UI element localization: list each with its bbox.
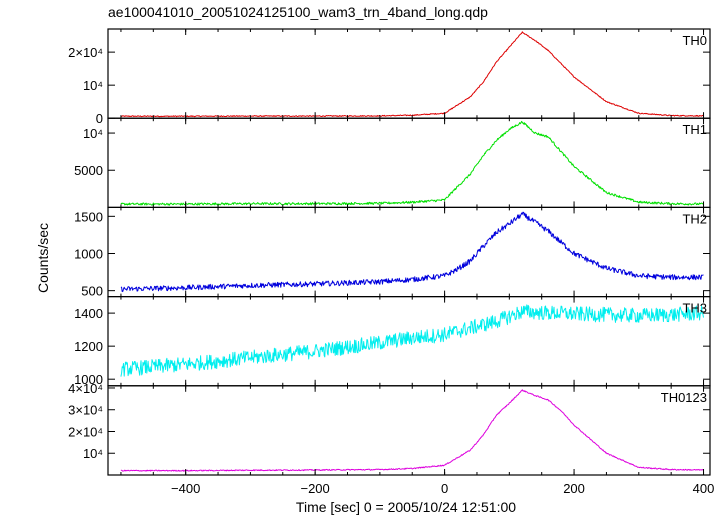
panel-frame — [107, 28, 711, 119]
y-tick-label: 10⁴ — [83, 78, 103, 93]
x-tick-label: −400 — [171, 481, 200, 496]
x-tick-label: 0 — [441, 481, 448, 496]
series-th3 — [120, 304, 704, 377]
x-tick-label: 400 — [693, 481, 715, 496]
x-axis-title: Time [sec] 0 = 2005/10/24 12:51:00 — [296, 499, 516, 515]
panel-th0123: 10⁴ 2×10⁴ 3×10⁴ 4×10⁴ TH0123 — [68, 381, 711, 476]
y-tick-label: 10⁴ — [83, 126, 103, 141]
panel-label: TH1 — [682, 122, 707, 137]
panel-th3: 1000 1200 1400 TH3 — [74, 296, 711, 387]
x-tick-label: 200 — [563, 481, 585, 496]
panel-th0: 0 10⁴ 2×10⁴ TH0 — [68, 28, 711, 126]
series-th2 — [120, 211, 704, 293]
y-tick-label: 1000 — [74, 372, 103, 387]
y-tick-label: 2×10⁴ — [68, 424, 103, 439]
y-axis-title: Counts/sec — [35, 223, 51, 293]
x-axis: −400 −200 0 200 400 — [171, 481, 714, 496]
x-tick-label: −200 — [300, 481, 329, 496]
y-tick-label: 1200 — [74, 339, 103, 354]
panel-th1: 5000 10⁴ TH1 — [74, 117, 711, 208]
y-tick-label: 500 — [81, 284, 103, 299]
panel-th2: 500 1000 1500 TH2 — [74, 206, 711, 299]
y-tick-label: 1500 — [74, 209, 103, 224]
y-tick-label: 3×10⁴ — [68, 403, 103, 418]
panel-frame — [107, 117, 711, 208]
y-tick-label: 1400 — [74, 306, 103, 321]
series-th0123 — [120, 389, 704, 472]
y-tick-label: 10⁴ — [83, 446, 103, 461]
panel-frame — [107, 206, 711, 298]
y-tick-label: 2×10⁴ — [68, 45, 103, 60]
chart-title: ae100041010_20051024125100_wam3_trn_4ban… — [108, 4, 488, 20]
panel-label: TH3 — [682, 301, 707, 316]
y-tick-label: 0 — [96, 111, 103, 126]
panel-label: TH0123 — [661, 390, 707, 405]
panel-frame — [107, 385, 711, 476]
y-tick-label: 1000 — [74, 246, 103, 261]
series-th0 — [120, 31, 704, 118]
panel-label: TH2 — [682, 211, 707, 226]
y-tick-label: 5000 — [74, 163, 103, 178]
panel-label: TH0 — [682, 33, 707, 48]
y-tick-label: 4×10⁴ — [68, 381, 103, 396]
series-th1 — [120, 120, 704, 206]
